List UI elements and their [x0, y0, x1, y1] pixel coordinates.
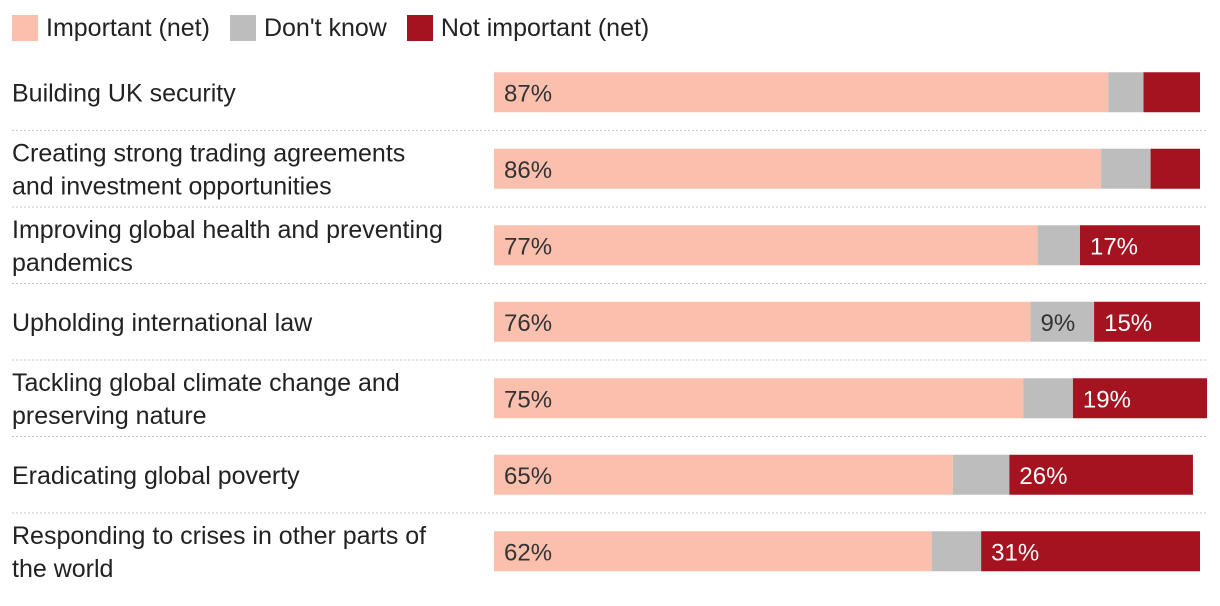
bar-segment-dont-know [931, 531, 982, 572]
category-label: Improving global health and preventing [12, 216, 443, 244]
legend-swatch-important [12, 15, 38, 41]
category-label: preserving nature [12, 402, 207, 430]
category-label: Upholding international law [12, 309, 313, 337]
category-label: pandemics [12, 249, 133, 277]
category-label: Eradicating global poverty [12, 462, 300, 490]
bar-segment-important [494, 225, 1038, 266]
data-label: 86% [504, 157, 552, 184]
bar-segment-not-important [981, 531, 1200, 572]
legend-label-dont-know: Don't know [263, 13, 387, 42]
bar-segment-not-important [1072, 378, 1208, 419]
bar-segment-dont-know [1101, 148, 1151, 189]
data-label: 87% [504, 80, 552, 107]
bar-segment-dont-know [1030, 301, 1095, 342]
data-label: 15% [1104, 310, 1152, 337]
bar-segment-not-important [1079, 225, 1200, 266]
bar-segment-dont-know [1037, 225, 1080, 266]
data-label: 62% [504, 539, 552, 566]
data-label: 9% [1041, 310, 1076, 337]
data-label: 75% [504, 386, 552, 413]
category-label: the world [12, 555, 113, 583]
legend-swatch-dont-know [229, 15, 256, 41]
data-label: 76% [504, 310, 552, 337]
bar-segment-important [494, 531, 932, 572]
category-label: Tackling global climate change and [12, 369, 400, 397]
bar-segment-dont-know [1108, 72, 1144, 113]
data-label: 17% [1090, 233, 1138, 260]
bar-segment-important [494, 72, 1109, 113]
data-label: 65% [504, 463, 552, 490]
bar-segment-important [494, 378, 1024, 419]
legend-item-not-important: Not important (net) [406, 13, 650, 43]
bar-segment-dont-know [1023, 378, 1073, 419]
bar-segment-dont-know [952, 454, 1010, 495]
legend-item-dont-know: Don't know [229, 13, 387, 43]
legend-item-important: Important (net) [12, 14, 210, 43]
bar-segment-not-important [1009, 454, 1193, 495]
data-label: 31% [991, 539, 1039, 566]
bar-segment-important [494, 148, 1102, 189]
bar-segment-important [494, 301, 1031, 342]
legend: Important (net) Don't know Not important… [12, 12, 669, 44]
category-label: and investment opportunities [12, 172, 332, 200]
bar-segment-not-important [1143, 72, 1200, 113]
category-label: Building UK security [12, 79, 236, 107]
legend-label-important: Important (net) [46, 13, 210, 42]
category-label: Creating strong trading agreements [12, 139, 405, 167]
bar-segment-not-important [1150, 148, 1200, 189]
data-label: 19% [1083, 386, 1131, 413]
bar-segment-not-important [1094, 301, 1200, 342]
legend-label-not-important: Not important (net) [440, 13, 650, 42]
legend-swatch-not-important [406, 15, 433, 41]
data-label: 26% [1019, 463, 1067, 490]
data-label: 77% [504, 233, 552, 260]
category-label: Responding to crises in other parts of [12, 522, 426, 550]
bar-segment-important [494, 454, 953, 495]
